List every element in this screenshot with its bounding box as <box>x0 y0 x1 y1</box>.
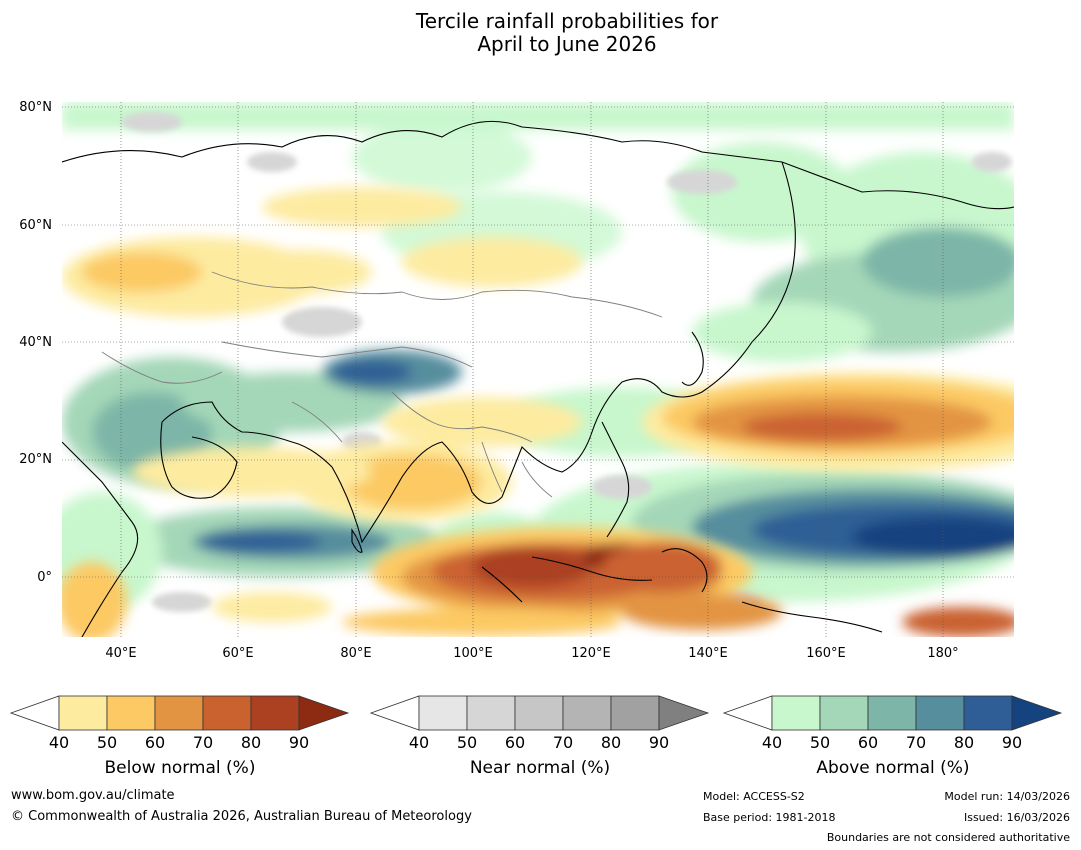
above-tick-90: 90 <box>1001 733 1023 752</box>
near-swatch-1 <box>418 695 468 731</box>
below-tick-50: 50 <box>96 733 118 752</box>
lon-label-120e: 120°E <box>571 646 611 661</box>
rainfall-probability-map <box>62 102 1014 637</box>
above-swatch-5 <box>963 695 1013 731</box>
near-tick-80: 80 <box>600 733 622 752</box>
below-swatch-3 <box>154 695 204 731</box>
lat-label-40n: 40°N <box>19 335 52 350</box>
below-swatch-6 <box>298 695 350 731</box>
model-name: Model: ACCESS-S2 <box>703 790 805 803</box>
above-normal-colorbar <box>723 695 1063 731</box>
near-tick-90: 90 <box>648 733 670 752</box>
below-normal-title: Below normal (%) <box>104 758 256 778</box>
near-normal-ticks: 40 50 60 70 80 90 <box>370 733 710 752</box>
boundaries-disclaimer: Boundaries are not considered authoritat… <box>826 831 1070 844</box>
base-period: Base period: 1981-2018 <box>703 811 836 824</box>
above-swatch-6 <box>1011 695 1063 731</box>
bom-climate-link[interactable]: www.bom.gov.au/climate <box>11 788 175 803</box>
map-title: Tercile rainfall probabilities for April… <box>0 10 1081 56</box>
above-swatch-0 <box>723 695 773 731</box>
map-title-line1: Tercile rainfall probabilities for <box>415 9 719 33</box>
near-swatch-5 <box>610 695 660 731</box>
below-tick-70: 70 <box>192 733 214 752</box>
copyright-text: © Commonwealth of Australia 2026, Austra… <box>11 809 472 824</box>
above-tick-70: 70 <box>905 733 927 752</box>
issued-date: Issued: 16/03/2026 <box>963 811 1070 824</box>
above-swatch-1 <box>771 695 821 731</box>
above-swatch-4 <box>915 695 965 731</box>
below-normal-field <box>62 187 1014 637</box>
above-tick-40: 40 <box>761 733 783 752</box>
below-tick-90: 90 <box>288 733 310 752</box>
below-tick-80: 80 <box>240 733 262 752</box>
lon-label-60e: 60°E <box>222 646 254 661</box>
lat-label-0: 0° <box>37 570 52 585</box>
lon-label-140e: 140°E <box>688 646 728 661</box>
lat-label-60n: 60°N <box>19 218 52 233</box>
below-normal-ticks: 40 50 60 70 80 90 <box>10 733 350 752</box>
map-title-line2: April to June 2026 <box>477 32 657 56</box>
near-normal-colorbar <box>370 695 710 731</box>
near-swatch-4 <box>562 695 612 731</box>
below-swatch-2 <box>106 695 156 731</box>
below-swatch-1 <box>58 695 108 731</box>
above-normal-ticks: 40 50 60 70 80 90 <box>723 733 1063 752</box>
below-swatch-0 <box>10 695 60 731</box>
above-swatch-2 <box>819 695 869 731</box>
lon-label-80e: 80°E <box>340 646 372 661</box>
near-tick-60: 60 <box>504 733 526 752</box>
near-tick-70: 70 <box>552 733 574 752</box>
above-tick-80: 80 <box>953 733 975 752</box>
above-tick-50: 50 <box>809 733 831 752</box>
below-swatch-4 <box>202 695 252 731</box>
graticule <box>62 102 1014 637</box>
near-normal-title: Near normal (%) <box>469 758 611 778</box>
below-normal-colorbar <box>10 695 350 731</box>
model-run-date: Model run: 14/03/2026 <box>944 790 1070 803</box>
above-tick-60: 60 <box>857 733 879 752</box>
near-tick-40: 40 <box>408 733 430 752</box>
above-swatch-3 <box>867 695 917 731</box>
near-swatch-0 <box>370 695 420 731</box>
near-swatch-6 <box>658 695 710 731</box>
below-swatch-5 <box>250 695 300 731</box>
lon-label-40e: 40°E <box>105 646 137 661</box>
lat-label-80n: 80°N <box>19 100 52 115</box>
near-tick-50: 50 <box>456 733 478 752</box>
coastlines <box>62 120 1014 637</box>
above-normal-title: Above normal (%) <box>816 758 970 778</box>
below-tick-40: 40 <box>48 733 70 752</box>
below-tick-60: 60 <box>144 733 166 752</box>
lon-label-160e: 160°E <box>806 646 846 661</box>
lat-label-20n: 20°N <box>19 452 52 467</box>
above-normal-field <box>62 102 1014 612</box>
lon-label-100e: 100°E <box>453 646 493 661</box>
near-swatch-3 <box>514 695 564 731</box>
lon-label-180: 180° <box>927 646 959 661</box>
country-boundaries <box>101 271 663 498</box>
near-swatch-2 <box>466 695 516 731</box>
